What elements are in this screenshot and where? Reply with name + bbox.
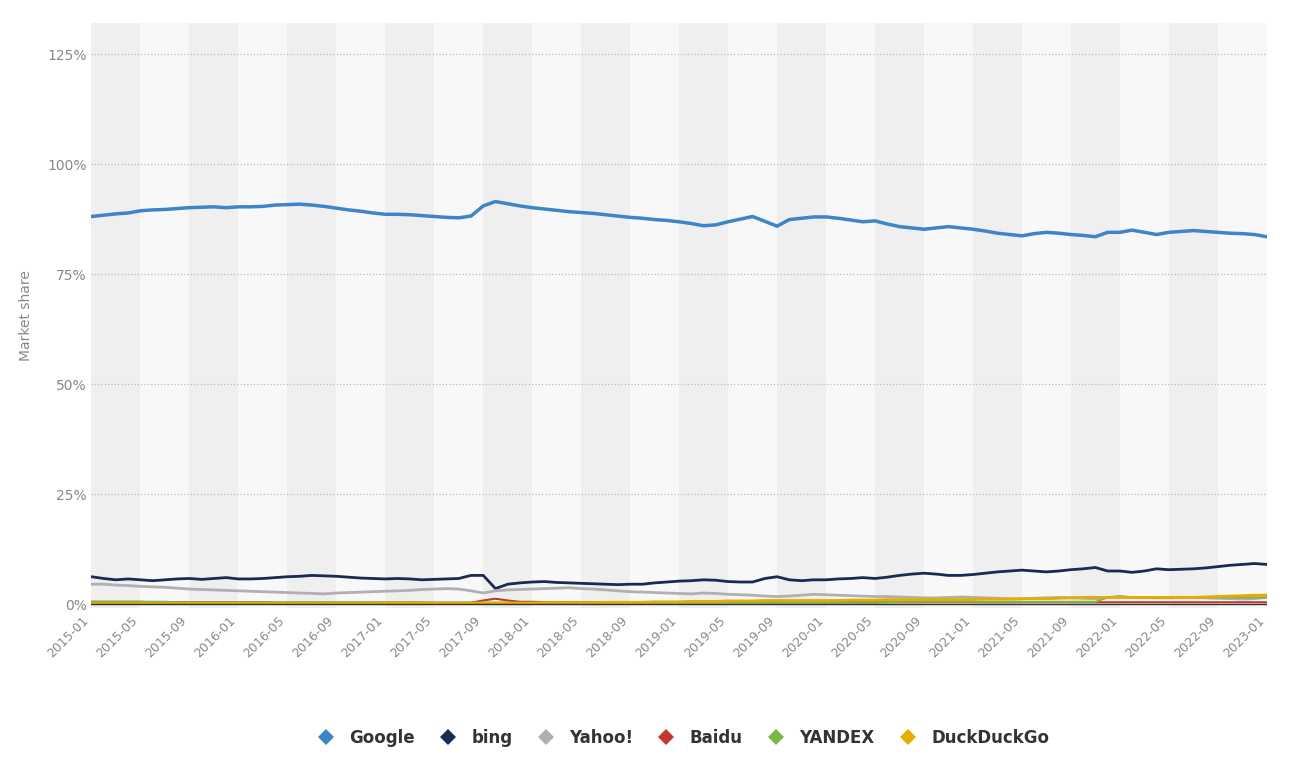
Bar [581, 23, 629, 608]
Bar [825, 23, 875, 608]
Bar [140, 23, 189, 608]
Bar [238, 23, 287, 608]
Bar [1218, 23, 1267, 608]
Bar [875, 23, 923, 608]
Bar [729, 23, 777, 608]
Bar [1121, 23, 1169, 608]
Bar [189, 23, 238, 608]
Bar [1021, 23, 1071, 608]
Bar [777, 23, 825, 608]
Bar [1071, 23, 1119, 608]
Bar [385, 23, 434, 608]
Bar [91, 23, 140, 608]
Bar [679, 23, 729, 608]
Bar [629, 23, 679, 608]
Bar [483, 23, 533, 608]
Bar [973, 23, 1021, 608]
Bar [337, 23, 385, 608]
Bar [533, 23, 581, 608]
Bar [287, 23, 337, 608]
Bar [1169, 23, 1217, 608]
Y-axis label: Market share: Market share [20, 271, 33, 361]
Bar [923, 23, 973, 608]
Legend: Google, bing, Yahoo!, Baidu, YANDEX, DuckDuckGo: Google, bing, Yahoo!, Baidu, YANDEX, Duc… [302, 722, 1057, 753]
Bar [434, 23, 483, 608]
